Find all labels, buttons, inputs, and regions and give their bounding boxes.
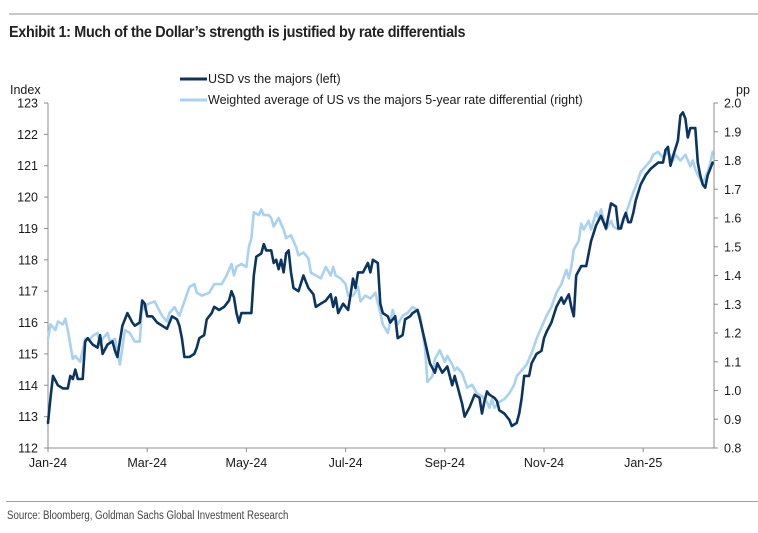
left-tick-label: 116	[18, 316, 38, 330]
source-note: Source: Bloomberg, Goldman Sachs Global …	[7, 510, 289, 522]
x-tick-label: Mar-24	[127, 456, 167, 470]
top-divider	[9, 13, 758, 15]
left-tick-label: 119	[18, 222, 38, 236]
right-tick-label: 1.1	[724, 355, 741, 369]
right-tick-label: 1.7	[724, 183, 741, 197]
series-line-rate-differential	[46, 150, 714, 410]
bottom-divider	[6, 501, 758, 502]
x-tick-label: Jan-24	[29, 456, 67, 470]
right-axis-label: pp	[736, 83, 750, 97]
right-tick-label: 1.3	[724, 298, 741, 312]
x-tick-label: Sep-24	[425, 456, 465, 470]
left-tick-label: 118	[18, 253, 38, 267]
right-tick-label: 0.8	[724, 442, 741, 456]
x-tick-label: May-24	[226, 456, 268, 470]
right-tick-label: 1.4	[724, 269, 741, 283]
left-tick-label: 122	[17, 128, 38, 142]
left-tick-label: 121	[17, 159, 38, 173]
right-tick-label: 2.0	[724, 97, 741, 111]
left-tick-label: 115	[18, 347, 38, 361]
legend-label: Weighted average of US vs the majors 5-y…	[208, 93, 583, 107]
right-tick-label: 1.9	[724, 125, 741, 139]
left-tick-label: 120	[17, 191, 38, 205]
x-tick-label: Nov-24	[524, 456, 564, 470]
right-tick-label: 1.2	[724, 327, 741, 341]
legend-label: USD vs the majors (left)	[208, 72, 341, 86]
right-tick-label: 1.8	[724, 154, 741, 168]
right-tick-label: 1.0	[724, 384, 741, 398]
line-chart: Index pp 112 113 114 115 116 117 118 119 120 121 122…	[10, 72, 750, 470]
right-tick-label: 0.9	[724, 413, 741, 427]
left-axis-label: Index	[10, 83, 41, 97]
x-tick-label: Jul-24	[329, 456, 363, 470]
right-tick-label: 1.5	[724, 240, 741, 254]
right-tick-label: 1.6	[724, 212, 741, 226]
exhibit-title: Exhibit 1: Much of the Dollar’s strength…	[9, 24, 466, 41]
series-line-usd-vs-majors	[46, 111, 714, 428]
left-tick-label: 113	[18, 410, 38, 424]
left-tick-label: 114	[18, 379, 38, 393]
left-tick-label: 112	[18, 442, 38, 456]
left-tick-label: 123	[17, 97, 38, 111]
left-tick-label: 117	[18, 285, 38, 299]
x-tick-label: Jan-25	[624, 456, 662, 470]
